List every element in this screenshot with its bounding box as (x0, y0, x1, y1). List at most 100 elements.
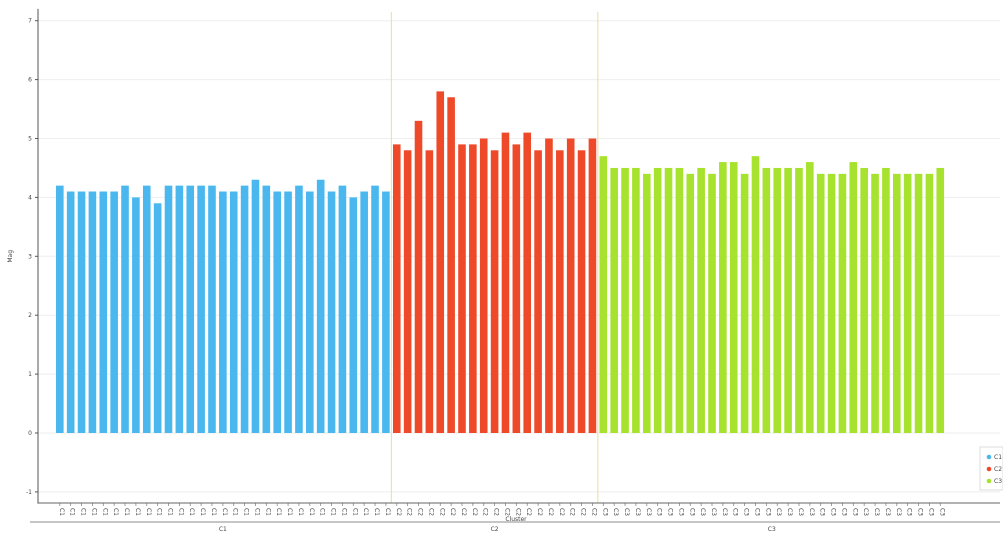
bar-c2-4 (425, 150, 434, 433)
bar-c3-23 (838, 173, 847, 433)
x-category-label: C3 (601, 508, 608, 516)
x-category-label: C1 (264, 508, 271, 516)
x-category-label: C1 (134, 508, 141, 516)
y-tick-label: -1 (26, 489, 32, 496)
x-category-label: C3 (917, 508, 924, 516)
bar-c1-21 (273, 191, 281, 433)
legend: C1 C2 C3 (979, 446, 1003, 491)
bar-c2-18 (577, 150, 586, 433)
bar-c3-10 (697, 167, 705, 433)
bar-c3-2 (610, 167, 618, 433)
bar-c3-32 (936, 167, 945, 433)
x-category-label: C1 (243, 508, 250, 516)
x-category-label: C3 (840, 508, 847, 516)
x-category-label: C3 (819, 508, 826, 516)
x-category-label: C1 (253, 508, 260, 516)
x-axis: C1 C1 C1 C1 C1 C1 C1 C1 C1 C1 C1 C1 C1 C1 C1 C1 C1 C1 C1 C1… (30, 502, 1000, 533)
bar-c1-17 (229, 191, 238, 433)
bar-c3-30 (914, 173, 923, 433)
x-category-label: C2 (580, 508, 587, 516)
bar-c3-7 (664, 167, 673, 433)
bar-c2-11 (501, 132, 510, 434)
bar-c2-7 (458, 144, 466, 433)
bar-c3-19 (795, 167, 803, 433)
x-category-label: C3 (753, 508, 760, 516)
bar-c1-28 (349, 197, 358, 433)
x-category-label: C3 (775, 508, 782, 516)
x-category-label: C2 (427, 508, 434, 516)
bar-c3-15 (751, 156, 760, 434)
bar-c1-26 (327, 191, 336, 433)
bar-c2-8 (469, 144, 477, 433)
x-category-label: C1 (319, 508, 326, 516)
bar-c3-12 (719, 162, 727, 433)
y-tick-label: 3 (28, 253, 32, 260)
x-category-label: C1 (90, 508, 97, 516)
bar-c3-6 (653, 167, 662, 433)
bar-c1-5 (99, 191, 108, 433)
x-category-label: C1 (275, 508, 282, 516)
x-category-label: C1 (101, 508, 108, 516)
x-category-label: C3 (667, 508, 674, 516)
x-category-label: C1 (308, 508, 315, 516)
x-category-label: C3 (699, 508, 706, 516)
x-category-label: C2 (471, 508, 478, 516)
bar-c3-18 (784, 167, 792, 433)
x-category-label: C3 (764, 508, 771, 516)
bar-c1-14 (197, 185, 205, 433)
bar-c3-29 (903, 173, 912, 433)
bar-c1-24 (306, 191, 314, 433)
bar-c1-20 (262, 185, 271, 433)
y-tick-label: 4 (28, 194, 32, 201)
x-category-label: C2 (503, 508, 510, 516)
x-category-label: C2 (417, 508, 424, 516)
bar-c1-4 (88, 191, 97, 433)
x-category-label: C1 (199, 508, 206, 516)
bar-c1-7 (121, 185, 129, 433)
bar-c2-13 (523, 132, 532, 434)
x-category-label: C3 (732, 508, 739, 516)
bar-c3-31 (925, 173, 934, 433)
x-category-label: C2 (558, 508, 565, 516)
bar-c3-28 (892, 173, 901, 433)
bar-c3-5 (642, 173, 651, 433)
x-category-label: C1 (123, 508, 130, 516)
x-category-label: C1 (373, 508, 380, 516)
x-category-label: C2 (569, 508, 576, 516)
x-category-label: C2 (493, 508, 500, 516)
bar-c3-11 (708, 173, 716, 433)
bar-c3-9 (686, 173, 695, 433)
bar-c3-21 (816, 173, 825, 433)
x-category-label: C1 (351, 508, 358, 516)
bar-c3-26 (871, 173, 879, 433)
x-category-label: C2 (547, 508, 554, 516)
bar-c3-4 (632, 167, 640, 433)
bar-c3-27 (882, 167, 890, 433)
bar-c1-6 (110, 191, 118, 433)
bar-c3-17 (773, 167, 782, 433)
bar-c2-14 (534, 150, 542, 433)
y-tick-label: 0 (28, 430, 32, 437)
bar-c1-19 (251, 179, 260, 433)
x-category-label: C1 (330, 508, 337, 516)
bar-c2-9 (479, 138, 488, 433)
x-category-label: C1 (210, 508, 217, 516)
x-category-label: C3 (873, 508, 880, 516)
x-category-label: C2 (395, 508, 402, 516)
legend-label-c1: C1 (994, 454, 1002, 461)
bar-c3-1 (599, 156, 608, 434)
bar-c2-15 (545, 138, 553, 433)
x-category-label: C3 (656, 508, 663, 516)
x-category-label: C3 (830, 508, 837, 516)
bar-c1-1 (56, 185, 64, 433)
x-category-label: C1 (80, 508, 87, 516)
bar-c1-11 (164, 185, 173, 433)
x-category-label: C3 (797, 508, 804, 516)
x-category-label: C2 (449, 508, 456, 516)
x-category-label: C3 (938, 508, 945, 516)
x-category-label: C3 (906, 508, 913, 516)
bar-c1-8 (132, 197, 140, 433)
x-category-label: C3 (808, 508, 815, 516)
legend-label-c3: C3 (994, 478, 1002, 485)
bar-c2-16 (556, 150, 564, 433)
